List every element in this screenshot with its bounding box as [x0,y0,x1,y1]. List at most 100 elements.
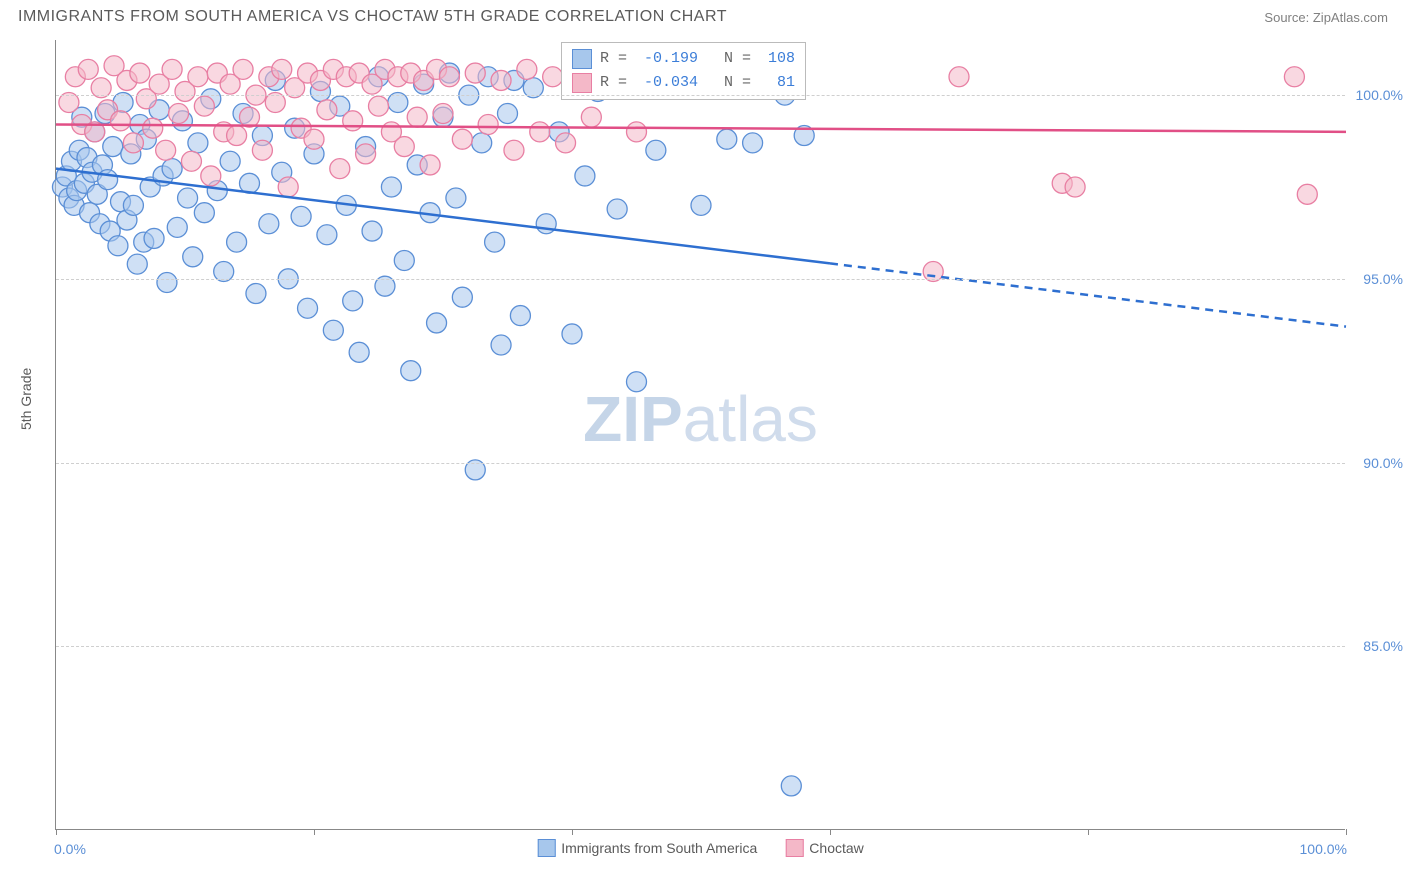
scatter-point [362,221,382,241]
scatter-point [575,166,595,186]
scatter-point [607,199,627,219]
scatter-point [472,133,492,153]
scatter-point [233,59,253,79]
scatter-point [562,324,582,344]
scatter-point [478,115,498,135]
x-tick-mark [1088,829,1089,835]
scatter-point [103,137,123,157]
scatter-point [291,206,311,226]
scatter-svg [56,40,1345,829]
chart-title: IMMIGRANTS FROM SOUTH AMERICA VS CHOCTAW… [18,8,727,26]
scatter-point [157,273,177,293]
scatter-point [439,67,459,87]
scatter-point [556,133,576,153]
scatter-point [123,133,143,153]
scatter-point [949,67,969,87]
scatter-point [465,63,485,83]
scatter-point [304,129,324,149]
scatter-point [188,67,208,87]
gridline-h [56,95,1345,96]
scatter-point [298,298,318,318]
x-axis-label-min: 0.0% [54,841,86,857]
scatter-point [407,107,427,127]
scatter-point [530,122,550,142]
x-tick-mark [56,829,57,835]
legend-item: Choctaw [785,839,863,857]
stats-row: R = -0.199 N = 108 [572,47,795,71]
scatter-point [178,188,198,208]
scatter-point [646,140,666,160]
scatter-point [491,70,511,90]
scatter-point [194,96,214,116]
scatter-point [781,776,801,796]
r-value: -0.034 [635,71,698,95]
n-value: 81 [759,71,795,95]
scatter-point [108,236,128,256]
scatter-point [252,140,272,160]
scatter-point [188,133,208,153]
scatter-point [504,140,524,160]
scatter-point [162,159,182,179]
y-tick-label: 90.0% [1363,455,1403,471]
scatter-point [627,372,647,392]
scatter-point [317,100,337,120]
scatter-point [317,225,337,245]
scatter-point [343,291,363,311]
scatter-point [227,232,247,252]
scatter-point [143,118,163,138]
scatter-point [433,103,453,123]
scatter-point [381,177,401,197]
gridline-h [56,279,1345,280]
scatter-point [510,306,530,326]
scatter-point [691,195,711,215]
legend-item: Immigrants from South America [537,839,757,857]
scatter-point [743,133,763,153]
r-label: R = [600,71,627,95]
scatter-point [401,361,421,381]
scatter-point [349,342,369,362]
scatter-point [498,103,518,123]
y-tick-label: 95.0% [1363,271,1403,287]
gridline-h [56,646,1345,647]
legend-swatch [785,839,803,857]
r-value: -0.199 [635,47,698,71]
scatter-point [201,166,221,186]
n-value: 108 [759,47,795,71]
scatter-point [627,122,647,142]
trend-line-dashed [830,263,1346,326]
x-tick-mark [314,829,315,835]
scatter-point [167,217,187,237]
scatter-point [272,59,292,79]
scatter-point [127,254,147,274]
scatter-point [420,155,440,175]
y-axis-title: 5th Grade [18,368,34,430]
scatter-point [227,126,247,146]
scatter-point [323,320,343,340]
scatter-point [123,195,143,215]
scatter-point [491,335,511,355]
x-tick-mark [830,829,831,835]
scatter-point [1284,67,1304,87]
legend-bottom: Immigrants from South America Choctaw [537,839,864,857]
scatter-point [485,232,505,252]
chart-plot-area: ZIPatlas R = -0.199 N = 108R = -0.034 N … [55,40,1345,830]
scatter-point [330,159,350,179]
scatter-point [220,151,240,171]
scatter-point [278,177,298,197]
scatter-point [581,107,601,127]
stats-row: R = -0.034 N = 81 [572,71,795,95]
scatter-point [356,144,376,164]
x-tick-mark [572,829,573,835]
scatter-point [369,96,389,116]
scatter-point [240,107,260,127]
legend-swatch [537,839,555,857]
scatter-point [162,59,182,79]
series-swatch [572,49,592,69]
x-tick-mark [1346,829,1347,835]
series-swatch [572,73,592,93]
scatter-point [543,67,563,87]
scatter-point [1297,184,1317,204]
y-tick-label: 100.0% [1356,87,1403,103]
scatter-point [717,129,737,149]
n-label: N = [706,47,751,71]
